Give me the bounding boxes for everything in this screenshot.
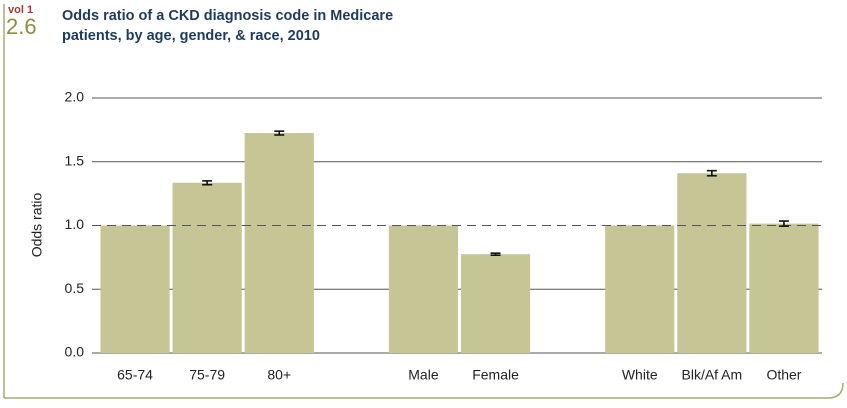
figure-number: 2.6 [6, 14, 37, 39]
bar [677, 173, 747, 353]
x-tick-label: 65-74 [117, 367, 153, 383]
x-tick-label: White [622, 367, 658, 383]
y-tick-label: 0.0 [65, 344, 85, 360]
error-bar [778, 220, 789, 227]
x-tick-label: Other [766, 367, 801, 383]
x-tick-label: Female [472, 367, 519, 383]
y-axis-label: Odds ratio [29, 192, 45, 257]
chart-title: Odds ratio of a CKD diagnosis code in Me… [62, 8, 393, 24]
bar [172, 182, 242, 353]
bar [244, 133, 314, 353]
error-bar [202, 180, 213, 186]
x-tick-label: Blk/Af Am [682, 367, 743, 383]
bar [100, 225, 170, 353]
frame-bottom [4, 382, 844, 399]
x-tick-label: Male [408, 367, 439, 383]
bar [388, 225, 459, 353]
bar [605, 225, 675, 353]
y-tick-label: 1.0 [65, 216, 85, 232]
bar [460, 254, 531, 353]
x-tick-label: 75-79 [189, 367, 225, 383]
chart-title: patients, by age, gender, & race, 2010 [62, 28, 320, 44]
error-bar [274, 130, 285, 136]
error-bar [706, 169, 717, 177]
bar [749, 223, 819, 353]
error-bar [490, 252, 501, 257]
y-tick-label: 1.5 [65, 152, 85, 168]
x-tick-label: 80+ [267, 367, 291, 383]
volume-label: vol 1 [8, 4, 33, 16]
y-tick-label: 2.0 [65, 89, 85, 105]
y-tick-label: 0.5 [65, 280, 85, 296]
